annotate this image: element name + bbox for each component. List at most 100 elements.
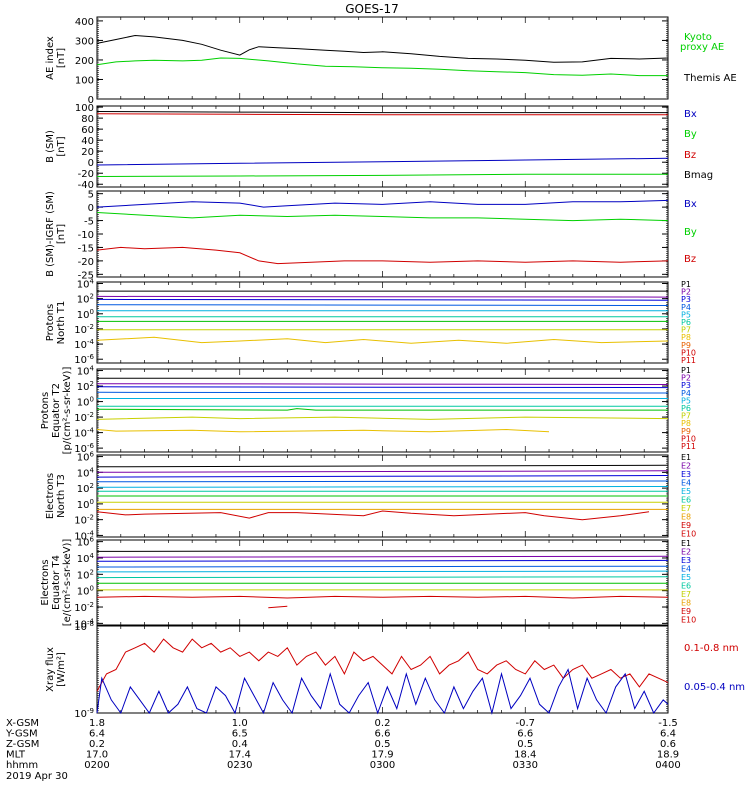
- y-axis-label: ElectronsNorth T3: [45, 473, 67, 519]
- legend-north-t1-p2: P2: [681, 288, 691, 297]
- footer-row-value: 0230: [227, 760, 252, 771]
- footer-row-value: 17.9: [371, 750, 393, 761]
- y-tick-label: -25: [78, 270, 94, 281]
- series-line-e6: [96, 576, 669, 579]
- legend-north-t1-p4: P4: [681, 303, 691, 312]
- series-line-e4: [96, 565, 669, 568]
- legend-equator-t4-e3: E3: [681, 556, 691, 565]
- legend-xray-short: 0.05-0.4 nm: [684, 682, 745, 693]
- legend-equator-t4-e1: E1: [681, 539, 691, 548]
- series-line-e5: [96, 570, 669, 573]
- footer-row-value: 0200: [84, 760, 109, 771]
- footer-row-value: 0400: [655, 760, 680, 771]
- series-line-e1: [96, 550, 669, 552]
- series-line-p3: [96, 386, 669, 389]
- y-tick-label: 10-8: [74, 620, 94, 633]
- legend-equator-t4-e2: E2: [681, 548, 691, 557]
- y-tick-label: 10-2: [74, 323, 94, 336]
- y-tick-label: 400: [75, 17, 94, 28]
- series-group: [96, 638, 669, 715]
- footer-row-value: 0.2: [89, 739, 105, 750]
- legend-north-t3-e7: E7: [681, 504, 691, 513]
- legend-equator-t2-p2: P2: [681, 374, 691, 383]
- y-tick-label: 60: [81, 125, 94, 136]
- footer-row-label: X-GSM: [6, 718, 39, 729]
- legend-equator-t2-p9: P9: [681, 427, 691, 436]
- panel-frame: [96, 281, 669, 364]
- legend-equator-t2-p8: P8: [681, 419, 691, 428]
- legend-kyoto-line1: Kyoto: [684, 32, 712, 43]
- series-line-bz: [96, 246, 669, 265]
- y-tick-label: 20: [81, 147, 94, 158]
- series-line-p9: [96, 336, 669, 344]
- series-line-bz: [96, 113, 668, 116]
- legend-bsm-bmag: Bmag: [684, 170, 713, 181]
- legend-equator-t2-p4: P4: [681, 389, 691, 398]
- footer-row-value: 0.5: [375, 739, 391, 750]
- series-line-e10: [96, 510, 650, 521]
- y-tick-label: 10-2: [74, 601, 94, 614]
- footer-row-value: -1.5: [658, 718, 678, 729]
- footer-row-value: 6.6: [375, 729, 391, 740]
- series-group: [96, 550, 669, 609]
- legend-equator-t4-e10: E10: [681, 616, 696, 625]
- legend-bigrf-by: By: [684, 227, 697, 238]
- legend-equator-t2-p7: P7: [681, 412, 691, 421]
- footer-row-value: 0.6: [660, 739, 676, 750]
- panel-ae: 0 100 200 300 400 AE index[nT]: [45, 16, 669, 106]
- legend-equator-t4-e4: E4: [681, 565, 691, 574]
- footer-row-value: 6.5: [232, 729, 248, 740]
- series-line-e10: [268, 605, 288, 609]
- series-group: [96, 377, 669, 433]
- legend-north-t3-e6: E6: [681, 496, 691, 505]
- series-line-p3: [96, 298, 669, 301]
- series-line-themis-ae: [96, 34, 669, 63]
- y-axis-label: ProtonsEquator T2[p/(cm²-s-sr-keV)]: [40, 367, 73, 455]
- y-axis-label: B (SM)-IGRF (SM)[nT]: [45, 191, 67, 277]
- footer-row-value: 18.9: [657, 750, 679, 761]
- footer-row-value: 18.4: [514, 750, 536, 761]
- y-axis-label: B (SM)[nT]: [45, 130, 67, 163]
- y-axis-label: AE index[nT]: [45, 36, 67, 80]
- y-tick-label: 0: [88, 203, 94, 214]
- footer-row-value: 17.4: [229, 750, 251, 761]
- y-tick-label: 104: [77, 278, 95, 291]
- footer-row-value: 1.8: [89, 718, 105, 729]
- y-tick-label: 0: [88, 158, 94, 169]
- legend-equator-t4-e7: E7: [681, 590, 691, 599]
- legend-kyoto-line2: proxy AE: [680, 42, 724, 53]
- series-group: [96, 34, 669, 77]
- series-line-p7: [96, 408, 668, 411]
- legend-bsm-bz: Bz: [684, 150, 696, 161]
- legend-north-t3-e5: E5: [681, 487, 691, 496]
- series-line-e4: [96, 480, 669, 483]
- panel-frame: [96, 539, 669, 626]
- series-line-kyoto-proxy-ae: [96, 57, 668, 77]
- y-axis-label: ElectronsEquator T4[e/(cm²-s-sr-keV)]: [40, 539, 73, 627]
- legend-equator-t2-p3: P3: [681, 381, 691, 390]
- legend-north-t3-e8: E8: [681, 513, 691, 522]
- legend-north-t1-p7: P7: [681, 326, 691, 335]
- series-line-by: [96, 212, 669, 222]
- y-axis-label: Xray flux[W/m²]: [45, 647, 67, 692]
- y-tick-label: 300: [75, 36, 94, 47]
- legend-north-t3-e1: E1: [681, 453, 691, 462]
- y-tick-label: 100: [75, 103, 94, 114]
- legend-bigrf-bx: Bx: [684, 199, 697, 210]
- orbit-footer: X-GSM 1.8 1.0 0.2 -0.7 -1.5 Y-GSM 6.4 6.5 6.6 6.6 6…: [5, 718, 681, 782]
- y-tick-label: 10-4: [74, 338, 94, 351]
- y-tick-label: -40: [78, 180, 94, 191]
- footer-row-value: -0.7: [515, 718, 535, 729]
- legend-north-t3-e9: E9: [681, 521, 691, 530]
- series-line-p4: [96, 391, 669, 394]
- footer-row-value: 0.2: [375, 718, 391, 729]
- y-tick-label: 5: [88, 190, 94, 201]
- y-tick-label: 104: [77, 466, 95, 479]
- panel-frame: [96, 16, 669, 100]
- legend-north-t3-e3: E3: [681, 470, 691, 479]
- footer-row-label: MLT: [6, 750, 26, 761]
- legend-equator-t2-p10: P10: [681, 434, 696, 443]
